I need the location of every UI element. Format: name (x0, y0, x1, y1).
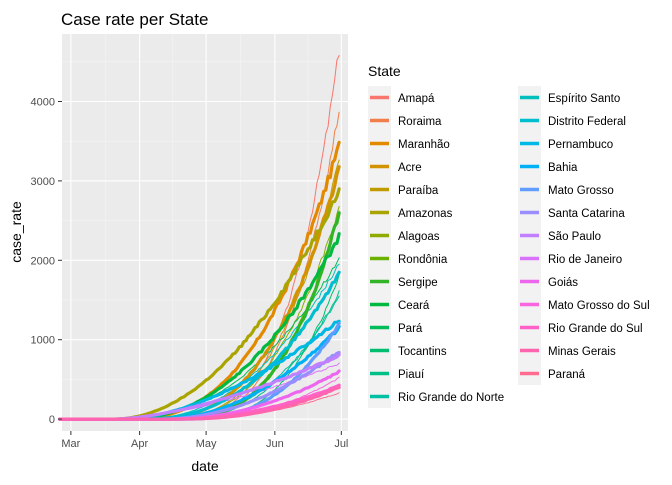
x-tick-label: Mar (61, 438, 80, 450)
legend-label: Goiás (548, 277, 578, 289)
x-tick-label: May (196, 438, 217, 450)
y-tick-label: 1000 (31, 335, 55, 347)
y-axis-label: case_rate (8, 201, 24, 263)
legend-label: Ceará (398, 300, 430, 312)
x-axis-label: date (191, 458, 218, 474)
legend-label: Paraíba (398, 185, 439, 197)
legend-label: Roraima (398, 116, 442, 128)
legend-label: Bahia (548, 162, 578, 174)
legend-label: Amazonas (398, 208, 453, 220)
legend-label: Rio de Janeiro (548, 254, 622, 266)
legend-label: Pará (398, 323, 423, 335)
x-tick-label: Jul (334, 438, 348, 450)
x-tick-label: Apr (131, 438, 148, 450)
legend-label: Paraná (548, 369, 586, 381)
legend-label: Mato Grosso (548, 185, 614, 197)
x-tick-label: Jun (266, 438, 284, 450)
y-tick-label: 4000 (31, 96, 55, 108)
legend-label: Rio Grande do Norte (398, 392, 504, 404)
legend-label: Alagoas (398, 231, 440, 243)
legend-label: Maranhão (398, 139, 450, 151)
legend-label: Espírito Santo (548, 93, 620, 105)
legend-label: Pernambuco (548, 139, 613, 151)
y-tick-label: 0 (49, 414, 55, 426)
axes: 0 1000 2000 3000 4000 Mar Apr May Jun Jul (31, 96, 349, 450)
chart-title: Case rate per State (61, 10, 208, 29)
legend-label: Mato Grosso do Sul (548, 300, 650, 312)
series-lines (58, 55, 341, 421)
legend: State Amapá Roraima Maranhão Acre Paraíba Ama… (368, 63, 650, 408)
series-line (58, 385, 341, 421)
legend-label: Minas Gerais (548, 346, 616, 358)
legend-label: Amapá (398, 93, 435, 105)
y-tick-label: 3000 (31, 176, 55, 188)
legend-label: Tocantins (398, 346, 447, 358)
legend-label: Sergipe (398, 277, 438, 289)
plot-panel (62, 34, 348, 431)
legend-label: Rio Grande do Sul (548, 323, 643, 335)
legend-label: Piauí (398, 369, 425, 381)
y-tick-label: 2000 (31, 255, 55, 267)
legend-label: Santa Catarina (548, 208, 625, 220)
legend-label: São Paulo (548, 231, 601, 243)
legend-title: State (368, 63, 401, 79)
legend-label: Distrito Federal (548, 116, 626, 128)
legend-label: Acre (398, 162, 422, 174)
legend-label: Rondônia (398, 254, 448, 266)
